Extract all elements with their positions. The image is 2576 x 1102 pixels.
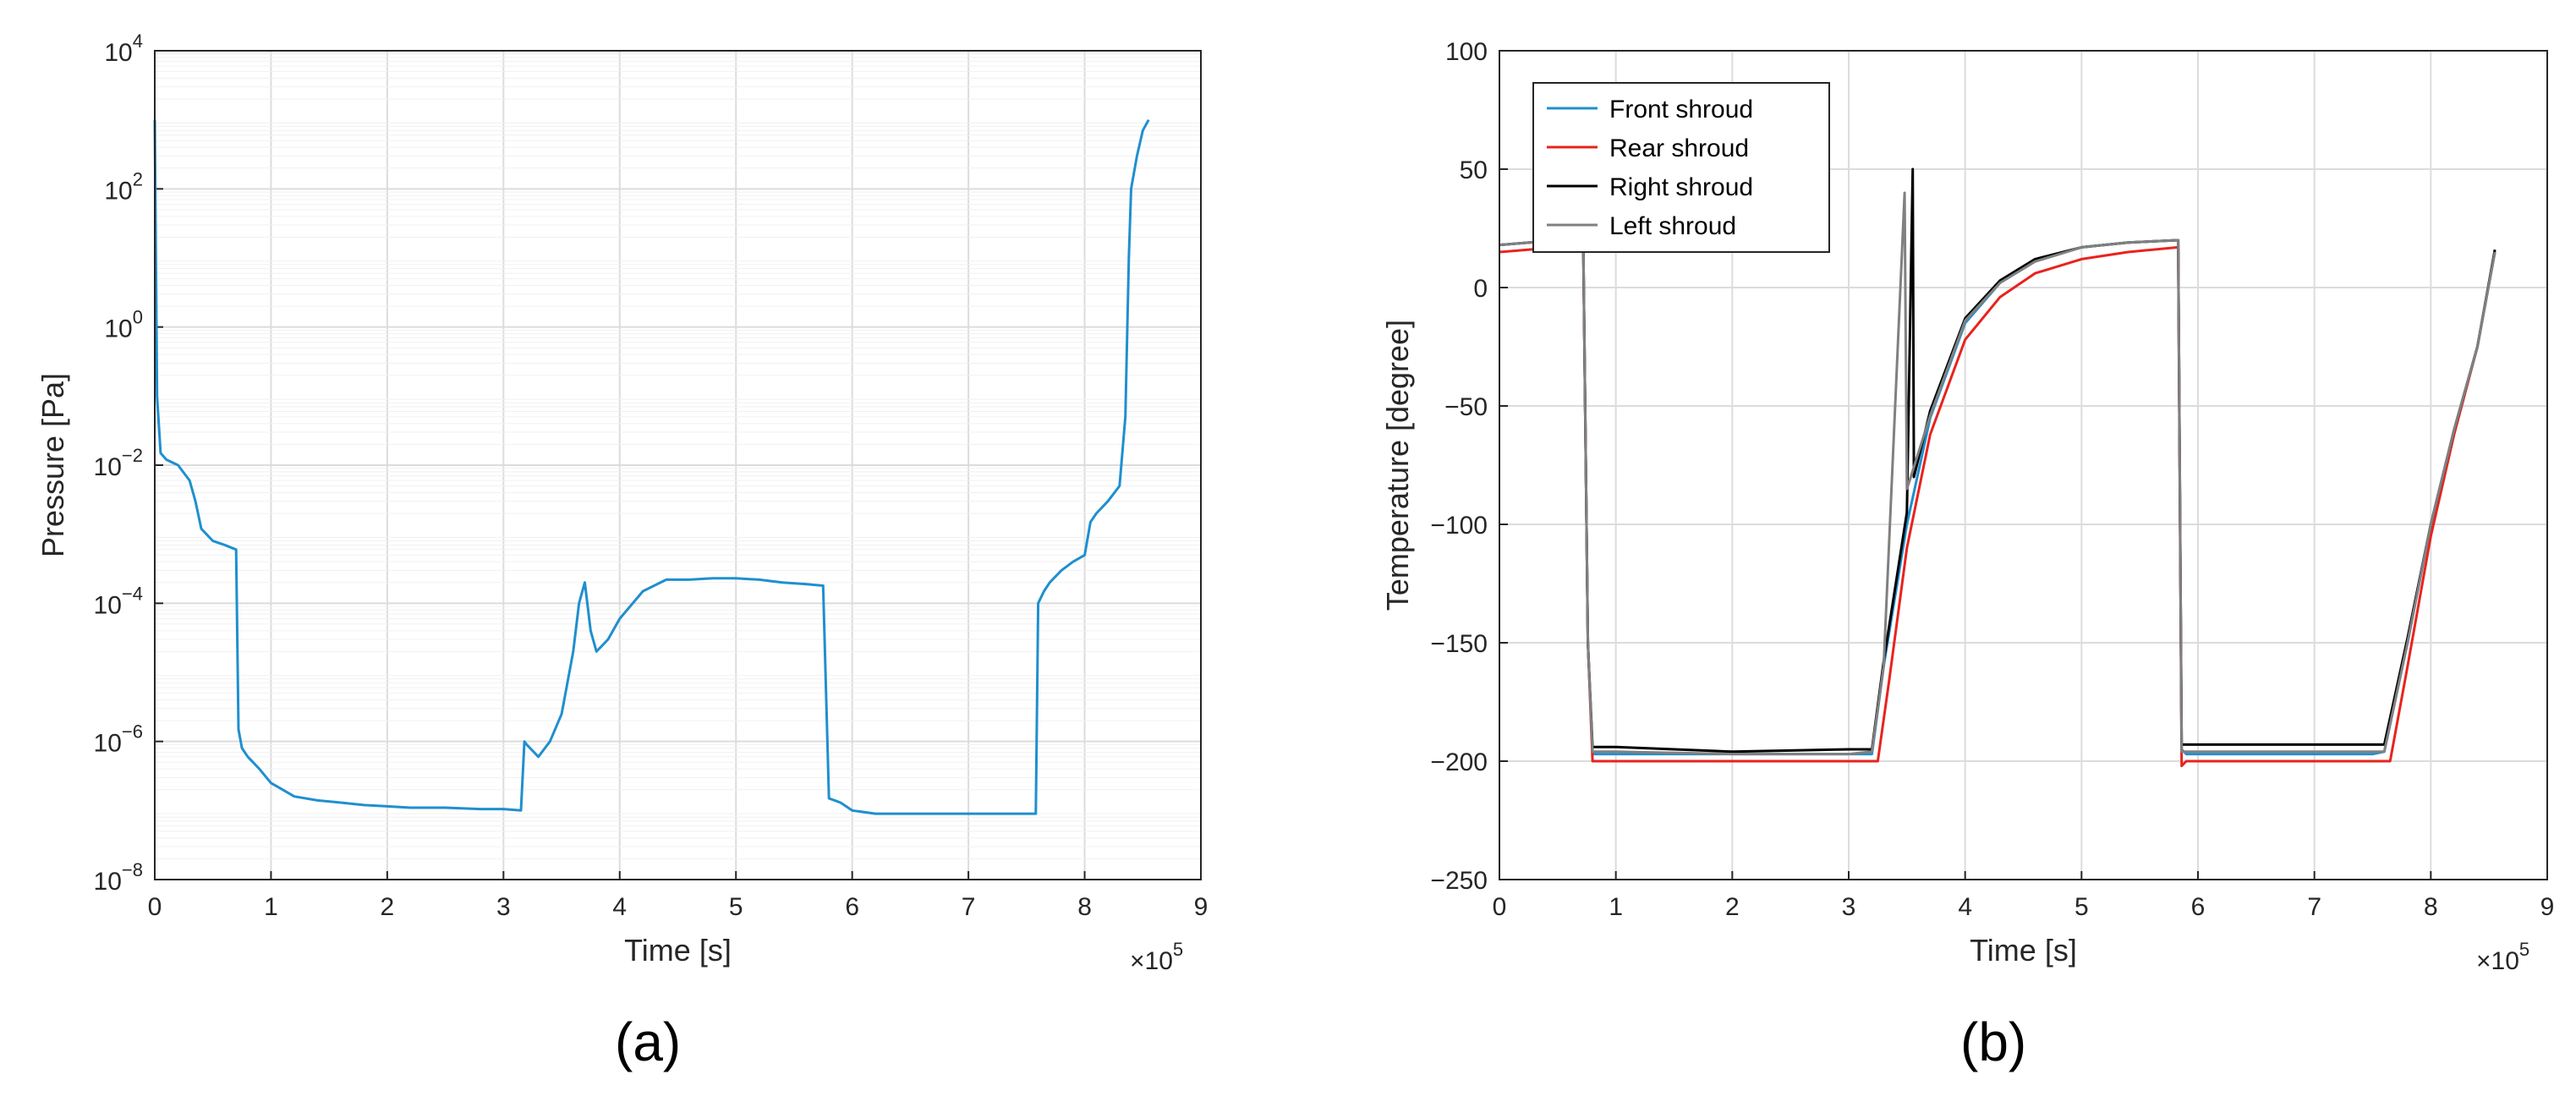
x-tick-label: 2	[381, 893, 395, 921]
legend: Front shroud Rear shroud Right shroud Left …	[1532, 82, 1830, 253]
y-tick-label: −100	[1430, 512, 1488, 540]
x-tick-label: 3	[1842, 893, 1856, 921]
legend-entry: Front shroud	[1609, 96, 1753, 123]
legend-entry: Right shroud	[1609, 173, 1753, 201]
x-tick-label: 5	[729, 893, 743, 921]
x-tick-label: 5	[2075, 893, 2089, 921]
x-tick-label: 6	[845, 893, 859, 921]
y-tick-label: −200	[1430, 748, 1488, 776]
legend-entry: Rear shroud	[1609, 134, 1749, 162]
axes-box	[154, 50, 1202, 880]
y-tick-label: 100	[104, 307, 143, 343]
y-tick-label: 10−6	[94, 721, 143, 758]
x-tick-label: 8	[2424, 893, 2438, 921]
legend-entry: Left shroud	[1609, 212, 1736, 240]
x-tick-label: 6	[2191, 893, 2206, 921]
y-tick-label: 10−8	[94, 859, 143, 896]
x-tick-label: 9	[2540, 893, 2555, 921]
y-tick-label: 10−2	[94, 445, 143, 481]
x-multiplier: ×105	[2476, 939, 2529, 975]
y-axis-label: Pressure [Pa]	[36, 373, 70, 557]
series-line-right-shroud	[1499, 167, 2497, 754]
x-tick-label: 9	[1194, 893, 1209, 921]
y-tick-label: 100	[1445, 38, 1488, 66]
y-tick-label: 10−4	[94, 583, 143, 619]
x-tick-label: 7	[962, 893, 976, 921]
series-line-0	[153, 118, 1150, 815]
panel-label-a: (a)	[615, 1012, 682, 1072]
y-tick-label: −50	[1444, 393, 1488, 421]
x-multiplier: ×105	[1130, 939, 1183, 975]
x-tick-label: 8	[1077, 893, 1092, 921]
axes-box	[1499, 50, 2548, 880]
x-tick-label: 1	[1609, 893, 1623, 921]
x-tick-label: 2	[1725, 893, 1740, 921]
series-line-left-shroud	[1499, 191, 2497, 756]
y-tick-label: −250	[1430, 867, 1488, 895]
x-axis-label: Time [s]	[1970, 933, 2077, 968]
x-tick-label: 4	[1958, 893, 1972, 921]
temperature-chart: 0 1 2 3 4 5 6 7 8 9 100 50 0 −50 −100 −150 −200 −250 Time …	[1380, 38, 2554, 975]
series-line-rear-shroud	[1499, 244, 2497, 768]
x-tick-label: 1	[264, 893, 278, 921]
x-tick-label: 0	[1493, 893, 1507, 921]
panel-label-b: (b)	[1960, 1012, 2027, 1072]
x-tick-label: 7	[2307, 893, 2321, 921]
y-axis-label: Temperature [degree]	[1380, 320, 1415, 611]
x-tick-label: 3	[496, 893, 511, 921]
y-tick-label: 102	[104, 168, 143, 205]
y-tick-label: 104	[104, 30, 143, 67]
x-tick-label: 0	[148, 893, 162, 921]
x-axis-label: Time [s]	[624, 933, 732, 968]
y-tick-label: 0	[1473, 275, 1488, 303]
pressure-chart: 0 1 2 3 4 5 6 7 8 9 10−8 10−6 10−4 10−2 100 102 104 Time …	[36, 30, 1208, 975]
y-tick-label: −150	[1430, 630, 1488, 658]
y-tick-label: 50	[1460, 156, 1488, 184]
x-tick-label: 4	[612, 893, 627, 921]
